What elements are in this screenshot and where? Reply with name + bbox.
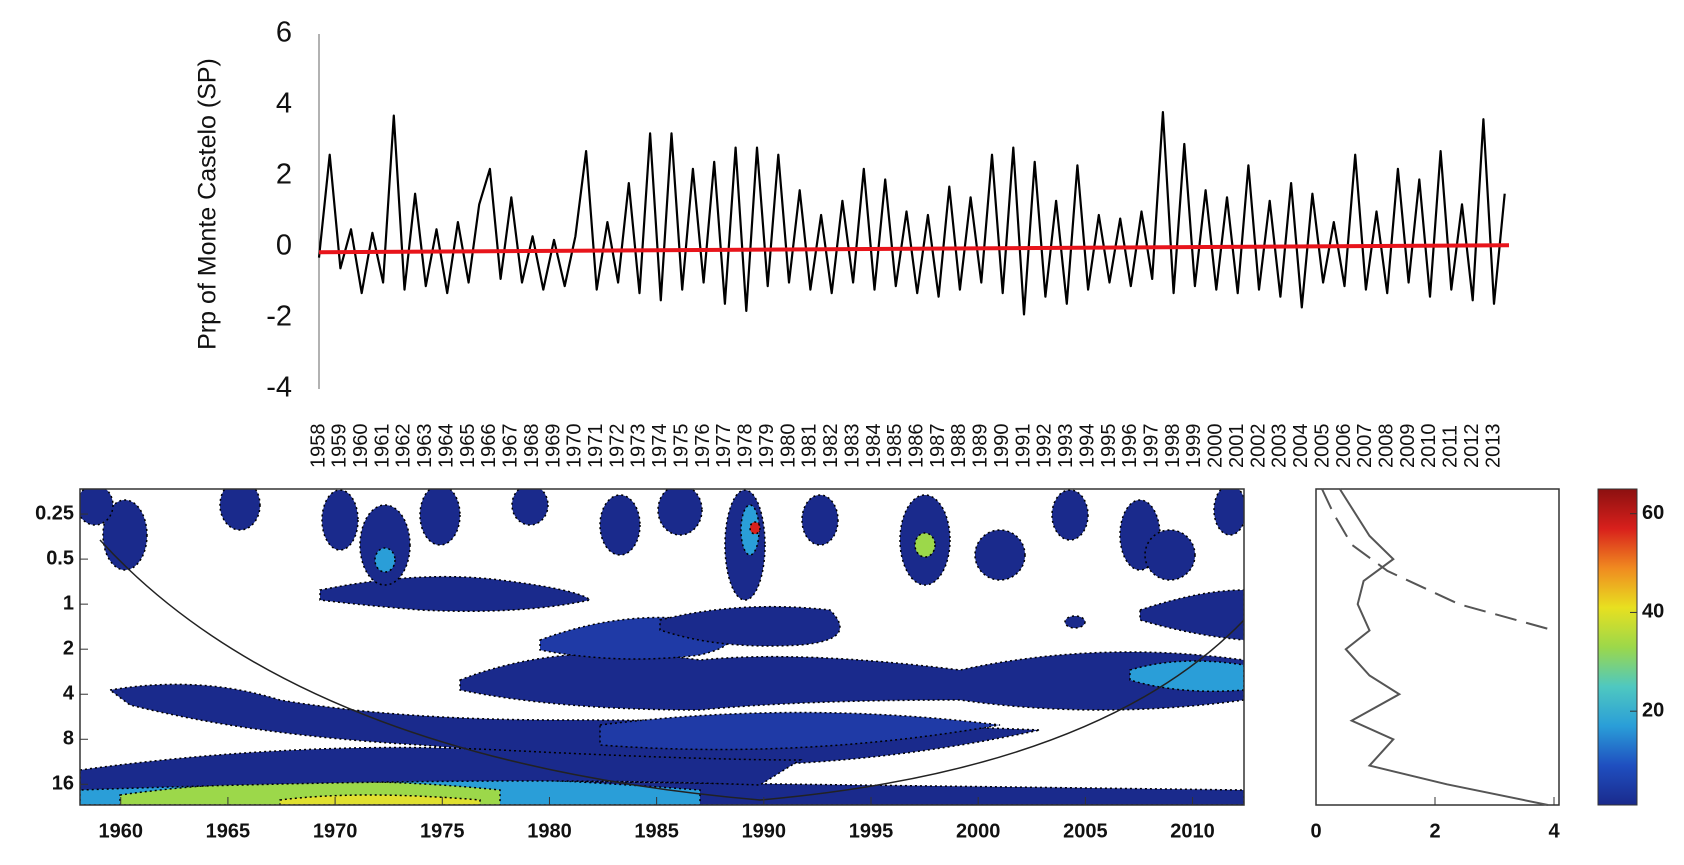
x-tick-label: 1962 (393, 424, 415, 469)
y-tick-label: 0.5 (46, 547, 74, 569)
colorbar-tick-label: 40 (1642, 601, 1664, 623)
x-tick-label: 0 (1310, 820, 1321, 842)
x-tick-label: 1990 (742, 820, 787, 842)
y-tick-label: 8 (63, 728, 74, 750)
x-tick-label: 1995 (1098, 424, 1120, 469)
colorbar-tick-label: 20 (1642, 699, 1664, 721)
x-tick-label: 1990 (991, 424, 1013, 469)
x-tick-label: 1965 (206, 820, 251, 842)
x-tick-label: 1959 (329, 424, 351, 469)
y-tick-label: 16 (52, 773, 74, 795)
x-tick-label: 1970 (564, 424, 586, 469)
x-tick-label: 1958 (307, 424, 329, 469)
x-tick-label: 2 (1429, 820, 1440, 842)
x-tick-label: 2010 (1418, 424, 1440, 469)
x-tick-label: 1973 (628, 424, 650, 469)
x-tick-label: 1978 (735, 424, 757, 469)
series-line (317, 111, 1506, 316)
global-spectrum-line (1338, 488, 1549, 806)
x-tick-label: 1964 (435, 424, 457, 469)
y-tick-label: 2 (276, 159, 292, 191)
x-tick-label: 2003 (1269, 424, 1291, 469)
x-tick-label: 1979 (756, 424, 778, 469)
x-tick-label: 1963 (414, 424, 436, 469)
x-tick-label: 1989 (970, 423, 992, 468)
x-tick-label: 1998 (1162, 424, 1184, 469)
x-tick-label: 1981 (799, 424, 821, 469)
x-tick-label: 1987 (927, 424, 949, 469)
x-tick-label: 1961 (371, 424, 393, 469)
x-tick-label: 1999 (1183, 424, 1205, 469)
x-tick-label: 1974 (649, 424, 671, 469)
x-tick-label: 1984 (863, 424, 885, 469)
x-tick-label: 2000 (956, 820, 1001, 842)
x-tick-label: 2000 (1205, 424, 1227, 469)
x-tick-label: 1988 (948, 424, 970, 469)
x-tick-label: 1982 (820, 424, 842, 469)
x-tick-label: 1977 (713, 424, 735, 469)
x-tick-label: 2013 (1482, 424, 1504, 469)
y-tick-label: -2 (266, 301, 292, 333)
x-tick-label: 4 (1548, 820, 1560, 842)
x-tick-label: 1985 (884, 424, 906, 469)
plot-frame (79, 488, 1245, 806)
x-tick-label: 1985 (634, 820, 679, 842)
x-tick-label: 2001 (1226, 424, 1248, 469)
cone-of-influence (99, 539, 1244, 801)
x-tick-label: 1976 (692, 424, 714, 469)
x-tick-label: 1965 (457, 424, 479, 468)
x-tick-label: 2011 (1440, 425, 1462, 468)
x-tick-label: 2009 (1397, 424, 1419, 469)
y-tick-label: -4 (266, 372, 292, 404)
x-tick-label: 2005 (1063, 820, 1108, 842)
x-tick-label: 2010 (1170, 820, 1215, 842)
x-tick-label: 1983 (841, 424, 863, 469)
x-tick-label: 1992 (1034, 424, 1056, 469)
x-tick-label: 1960 (98, 820, 143, 842)
colorbar (1597, 488, 1638, 806)
x-tick-label: 1996 (1119, 424, 1141, 469)
x-tick-label: 1966 (478, 423, 500, 468)
y-tick-label: 4 (63, 683, 75, 705)
x-tick-label: 2007 (1354, 424, 1376, 469)
x-tick-label: 1968 (521, 424, 543, 469)
x-tick-label: 1986 (905, 424, 927, 469)
y-tick-label: 0 (276, 230, 292, 262)
x-tick-label: 2012 (1461, 424, 1483, 469)
x-tick-label: 2006 (1333, 424, 1355, 469)
x-tick-label: 2008 (1376, 424, 1398, 469)
x-tick-label: 1960 (350, 424, 372, 469)
y-tick-label: 1 (63, 592, 74, 614)
x-tick-label: 1991 (1012, 424, 1034, 469)
y-tick-label: 6 (276, 17, 292, 49)
x-tick-label: 1993 (1055, 424, 1077, 469)
trend-line (318, 243, 1510, 255)
x-tick-label: 1975 (670, 424, 692, 469)
x-tick-label: 1980 (527, 820, 572, 842)
x-tick-label: 1997 (1140, 424, 1162, 469)
y-tick-label: 0.25 (35, 502, 74, 524)
x-tick-label: 1995 (849, 820, 894, 842)
wavelet-power-contours (80, 489, 1244, 805)
colorbar-tick-label: 60 (1642, 502, 1664, 524)
x-tick-label: 2002 (1247, 424, 1269, 469)
y-axis-label: Prp of Monte Castelo (SP) (194, 58, 222, 350)
y-tick-label: 4 (276, 88, 292, 120)
x-tick-label: 1994 (1076, 424, 1098, 469)
x-tick-label: 1969 (542, 424, 564, 469)
y-tick-label: 2 (63, 637, 74, 659)
x-tick-label: 1971 (585, 424, 607, 469)
significance-line (1321, 488, 1555, 632)
x-tick-label: 1970 (313, 820, 358, 842)
x-tick-label: 1967 (500, 424, 522, 468)
x-tick-label: 1975 (420, 820, 465, 842)
x-tick-label: 1972 (606, 424, 628, 469)
x-tick-label: 1980 (777, 424, 799, 469)
plot-frame (1315, 488, 1560, 806)
x-tick-label: 2004 (1290, 424, 1312, 469)
x-tick-label: 2005 (1311, 424, 1333, 469)
